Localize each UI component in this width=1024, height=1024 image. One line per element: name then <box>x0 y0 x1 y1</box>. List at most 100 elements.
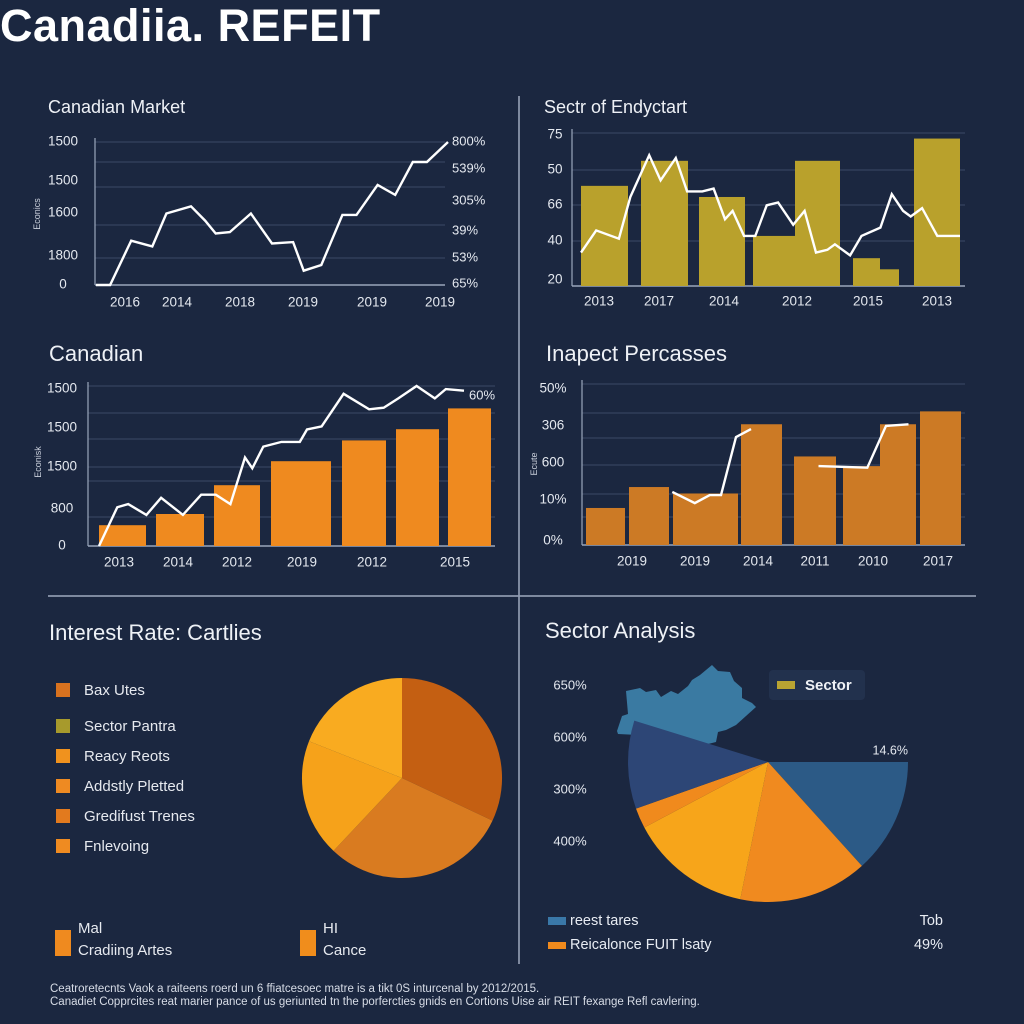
slice-label: 14.6% <box>873 743 908 757</box>
legend-item: Fnlevoing <box>56 831 195 861</box>
x-tick-label: 2011 <box>800 554 829 569</box>
x-tick-label: 2014 <box>162 295 193 310</box>
x-tick-label: 2014 <box>743 554 774 569</box>
x-tick-label: 2017 <box>644 294 674 309</box>
pie-slice <box>768 762 909 866</box>
right-tick-label: 800% <box>452 133 486 148</box>
y-tick-label: 1500 <box>47 459 77 474</box>
line-end-label: 60% <box>469 387 495 402</box>
legend-label: Sector Pantra <box>84 717 176 735</box>
y-axis-title: Econics <box>32 198 42 230</box>
pie-slice <box>333 778 493 879</box>
y-tick-label: 1800 <box>48 248 78 263</box>
x-tick-label: 2019 <box>288 295 318 310</box>
y-tick-label: 800 <box>51 501 74 516</box>
legend-item: Gredifust Trenes <box>56 801 195 831</box>
right-tick-label: 39% <box>452 222 478 237</box>
legend-swatch <box>56 683 70 697</box>
y-tick-label: 40 <box>547 233 562 248</box>
horizontal-divider <box>48 595 976 597</box>
x-tick-label: 2013 <box>584 294 614 309</box>
bar <box>448 408 491 546</box>
legend-swatch <box>56 719 70 733</box>
chart-title-sector-endycart: Sectr of Endyctart <box>544 97 688 117</box>
bar <box>794 456 836 545</box>
bar <box>641 160 688 286</box>
bottom-legend-swatch <box>300 930 316 956</box>
legend-label: Bax Utes <box>84 681 145 699</box>
legend-item: Bax Utes <box>56 675 195 705</box>
y-tick-label: 600 <box>542 455 565 470</box>
bottom-legend-line2: Cance <box>323 942 367 959</box>
sector-legend-label: Sector <box>805 676 852 694</box>
bar <box>586 507 625 545</box>
sector-legend-row: reest tares Tob <box>548 910 948 932</box>
legend-item: Addstly Pletted <box>56 771 195 801</box>
sector-legend-value: 49% <box>913 937 943 953</box>
right-tick-label: 65% <box>452 275 478 290</box>
bar <box>99 525 146 546</box>
pie-slice <box>644 762 768 900</box>
x-tick-label: 2015 <box>853 294 883 309</box>
legend-label: Reacy Reots <box>84 747 170 765</box>
bar <box>581 185 628 286</box>
pie-slice <box>309 677 402 778</box>
x-tick-label: 2012 <box>222 555 252 570</box>
bottom-legend-line2: Cradiing Artes <box>78 942 173 959</box>
chart-title-canadian: Canadian <box>49 341 144 366</box>
sector-legend-swatch <box>777 681 795 689</box>
y-tick-label: 650% <box>553 677 587 692</box>
footer-note: Ceatroretecnts Vaok a raiteens roerd un … <box>50 983 700 1009</box>
chart-title-inapect-percasses: Inapect Percasses <box>546 341 727 366</box>
vertical-divider <box>518 96 520 964</box>
chart-title-interest-rate: Interest Rate: Cartlies <box>49 620 262 645</box>
x-tick-label: 2013 <box>104 555 134 570</box>
x-tick-label: 2010 <box>858 554 888 569</box>
legend-swatch <box>56 779 70 793</box>
interest-rate-legend: Bax Utes Sector Pantra Reacy Reots Addst… <box>56 675 195 861</box>
trend-line <box>97 384 465 547</box>
market-line <box>96 141 449 287</box>
y-tick-label: 50% <box>539 381 566 396</box>
bottom-legend-line1: HI <box>323 920 338 937</box>
y-tick-label: 300% <box>553 781 587 796</box>
pie-slice <box>628 720 768 809</box>
sector-legend-swatch <box>548 941 566 949</box>
x-tick-label: 2016 <box>110 295 140 310</box>
y-tick-label: 1500 <box>47 381 77 396</box>
x-tick-label: 2012 <box>782 294 812 309</box>
bar <box>673 493 738 545</box>
x-tick-label: 2014 <box>163 555 194 570</box>
x-tick-label: 2019 <box>617 554 647 569</box>
x-tick-label: 2019 <box>425 295 455 310</box>
pie-slice <box>740 762 862 902</box>
footer-line-1: Ceatroretecnts Vaok a raiteens roerd un … <box>50 983 540 995</box>
bar <box>914 138 960 286</box>
y-tick-label: 400% <box>553 833 587 848</box>
y-tick-label: 1600 <box>48 205 78 220</box>
y-tick-label: 1500 <box>48 134 78 149</box>
bar <box>741 424 782 545</box>
x-tick-label: 2019 <box>357 295 387 310</box>
y-axis-title: Econisk <box>33 446 43 478</box>
bar <box>342 440 386 546</box>
bar <box>795 160 840 286</box>
sector-legend-label: Reicalonce FUIT lsaty <box>570 937 712 953</box>
page-title: Canadiia. REFEIT <box>0 0 381 51</box>
sector-bottom-legend: reest tares Tob Reicalonce FUIT lsaty 49… <box>548 910 948 956</box>
y-tick-label: 306 <box>542 418 565 433</box>
y-tick-label: 0 <box>59 277 67 292</box>
bar <box>920 411 961 545</box>
sector-legend-swatch <box>548 917 566 925</box>
y-tick-label: 10% <box>539 492 566 507</box>
chart-title-sector-analysis: Sector Analysis <box>545 618 696 643</box>
y-tick-label: 75 <box>547 127 562 142</box>
bar <box>880 424 916 545</box>
sector-legend-label: reest tares <box>570 913 639 929</box>
sector-legend-row: Reicalonce FUIT lsaty 49% <box>548 934 948 956</box>
bar <box>214 485 260 546</box>
right-tick-label: 539% <box>452 160 486 175</box>
bar <box>843 466 880 545</box>
pie-slice <box>636 762 768 828</box>
